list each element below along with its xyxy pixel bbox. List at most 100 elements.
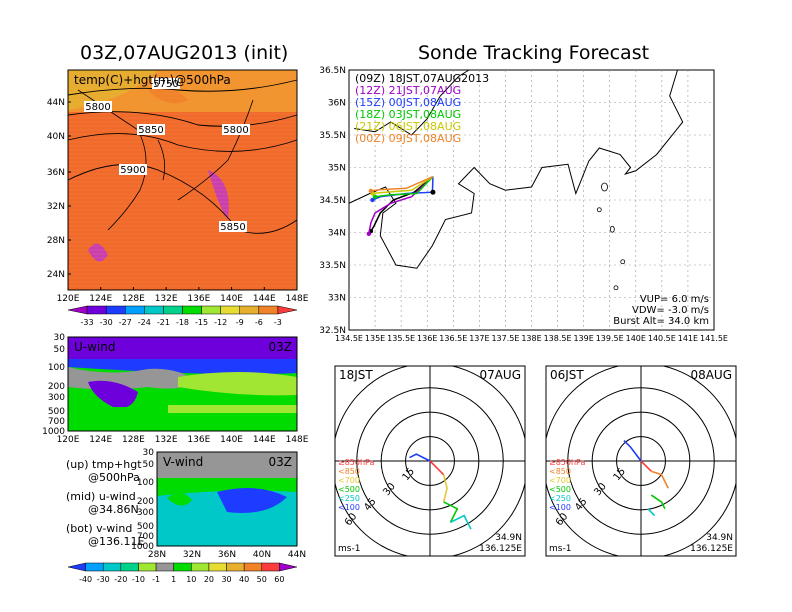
map500-lat-label: 28N xyxy=(47,236,65,246)
map500-contour-label: 5850 xyxy=(138,125,163,136)
uwind-p-label: 30 xyxy=(54,333,66,343)
map500-mid-patch xyxy=(148,86,188,104)
hodo_left-legend-entry: <850 xyxy=(338,467,360,476)
map500-contour-label-box xyxy=(222,124,250,135)
uwind-low-light xyxy=(168,405,297,413)
vwind-p-label: 200 xyxy=(137,497,154,507)
wind-colorbar-cell xyxy=(102,562,122,572)
vwind-blue xyxy=(217,488,287,513)
map500-colorbar-label: -12 xyxy=(214,318,227,327)
wind-colorbar-cell xyxy=(191,562,210,572)
track-legend-entry: (09Z) 18JST,07AUG2013 xyxy=(355,72,489,85)
note-mid-2: @34.86N xyxy=(88,503,139,516)
track-lon-label: 137.5E xyxy=(491,334,519,343)
hodo_left-lon: 136.125E xyxy=(479,544,522,554)
map500-lon-label: 136E xyxy=(187,294,210,304)
hodo_right-trace xyxy=(640,460,652,472)
map500-lon-label: 132E xyxy=(155,294,178,304)
uwind-blue-band xyxy=(68,359,297,375)
vwind-top xyxy=(157,452,297,478)
note-mid-1: (mid) u-wind xyxy=(66,490,136,503)
hodo_right-legend-entry: <100 xyxy=(549,503,571,512)
uwind-lon-label: 132E xyxy=(155,435,178,445)
hodo_right-trace xyxy=(650,494,666,510)
wind-colorbar-label: -40 xyxy=(79,575,92,584)
vwind-p-label: 30 xyxy=(143,448,155,458)
vwind-p-label: 500 xyxy=(137,522,154,532)
track-lon-label: 138.5E xyxy=(544,334,572,343)
map500-contour-label: 5800 xyxy=(223,125,248,136)
hodo_left-trace xyxy=(409,453,431,462)
hodo_left-date: 07AUG xyxy=(479,368,521,382)
vwind-green-blob xyxy=(167,492,192,506)
track-lon-label: 139E xyxy=(573,334,593,343)
wind-colorbar-label: 20 xyxy=(204,575,214,584)
track-group: (09Z) 18JST,07AUG2013(12Z) 21JST,07AUG(1… xyxy=(319,66,728,343)
vwind-lat-label: 36N xyxy=(218,550,236,560)
hodo_right-legend-entry: <500 xyxy=(549,485,571,494)
note-up: (up) tmp+hgt @500hPa xyxy=(66,458,142,484)
vwind-lat-label: 32N xyxy=(183,550,201,560)
vwind-p-label: 50 xyxy=(143,460,155,470)
uwind-lon-label: 148E xyxy=(286,435,309,445)
track-end-point xyxy=(368,188,374,194)
wind-colorbar-cell xyxy=(138,562,157,572)
track-lon-label: 136.5E xyxy=(439,334,467,343)
map500-coast-korea xyxy=(157,139,166,181)
map500-lon-label: 144E xyxy=(253,294,276,304)
map500-colorbar-cell xyxy=(182,305,202,315)
hodo_left-trace xyxy=(429,460,445,476)
uwind-p-label: 500 xyxy=(48,407,65,417)
map500-colorbar-cell xyxy=(105,305,126,315)
map500-lon-label: 128E xyxy=(122,294,145,304)
wind-colorbar-cell xyxy=(226,562,245,572)
note-up-1: (up) tmp+hgt xyxy=(66,458,142,471)
map500-contour-label-box xyxy=(152,78,180,89)
vwind-lat-label: 40N xyxy=(253,550,271,560)
map500-colorbar-cell xyxy=(144,305,164,315)
map500-lon-label: 120E xyxy=(57,294,80,304)
hodo_left-legend-entry: <250 xyxy=(338,494,360,503)
track-lon-label: 139.5E xyxy=(596,334,624,343)
map500-lon-label: 140E xyxy=(220,294,243,304)
map500-contour-5850a xyxy=(67,133,298,152)
track-lat-label: 36.5N xyxy=(319,66,346,76)
map500-colorbar-cell xyxy=(86,305,107,315)
track-island xyxy=(601,182,608,192)
wind-colorbar-label: -30 xyxy=(97,575,110,584)
map500-colorbar-cell xyxy=(239,305,260,315)
map500-lat-label: 36N xyxy=(47,168,65,178)
map500-contour-label-box xyxy=(219,221,247,232)
map500-colorbar-cell xyxy=(67,305,88,315)
wind-colorbar-cell xyxy=(279,562,298,572)
wind-colorbar-label: 10 xyxy=(186,575,196,584)
map500-contour-label: 5800 xyxy=(85,102,110,113)
vwind-label: V-wind xyxy=(163,455,203,469)
uwind-lon-label: 140E xyxy=(220,435,243,445)
uwind-p-label: 1000 xyxy=(42,427,65,437)
wind-colorbar-label: 50 xyxy=(257,575,267,584)
track-coast-north xyxy=(354,69,470,136)
map500-colorbar-label: -3 xyxy=(274,318,282,327)
track-end-point xyxy=(370,197,375,203)
track-param: VUP= 6.0 m/s xyxy=(640,294,709,305)
hodo_right-lon: 136.125E xyxy=(690,544,733,554)
track-end-point xyxy=(372,194,378,199)
track-island xyxy=(609,225,615,233)
track-island xyxy=(620,259,626,265)
map500-group: 5800 5750 5800 5850 5900 5850 temp(C)+hgt(m)@5… xyxy=(47,69,309,327)
wind-colorbar-label: 40 xyxy=(239,575,249,584)
hodo_right-legend-entry: <250 xyxy=(549,494,571,503)
map500-colorbar-label: -18 xyxy=(176,318,189,327)
track-legend-entry: (00Z) 09JST,08AUG xyxy=(355,132,461,145)
track-legend-entry: (12Z) 21JST,07AUG xyxy=(355,84,461,97)
track-line xyxy=(372,175,434,195)
hodo_left-legend-entry: <700 xyxy=(338,476,360,485)
track-lat-label: 35.5N xyxy=(319,131,346,141)
wind-colorbar-label: -20 xyxy=(114,575,127,584)
wind-colorbar-label: -10 xyxy=(132,575,145,584)
